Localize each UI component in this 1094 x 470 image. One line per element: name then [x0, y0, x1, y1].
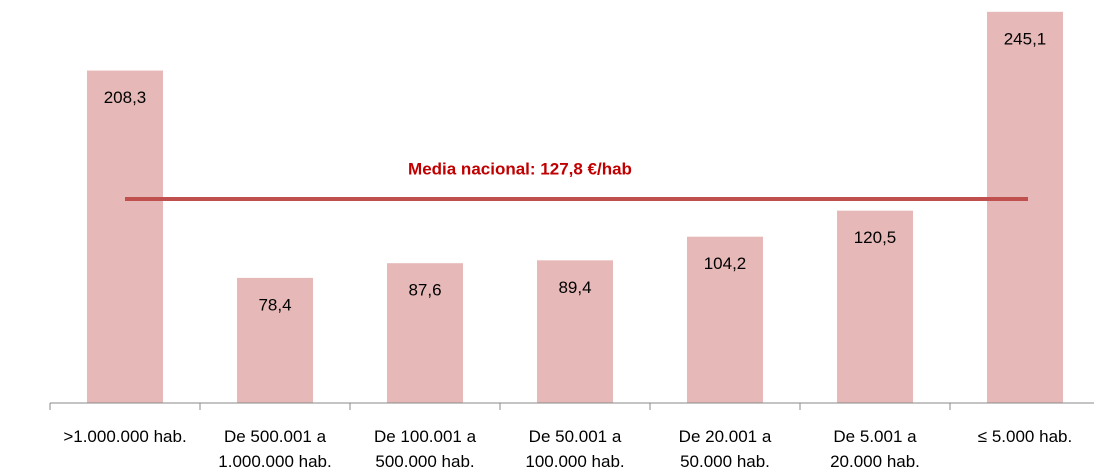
bar [87, 70, 163, 404]
value-label: 208,3 [104, 88, 147, 107]
value-label: 104,2 [704, 254, 747, 273]
x-tick-label: ≤ 5.000 hab. [977, 427, 1073, 446]
bar [837, 210, 913, 403]
value-label: 78,4 [258, 295, 291, 314]
bar [987, 11, 1063, 403]
value-label: 89,4 [558, 278, 591, 297]
x-tick-label: De 5.001 a 20.000 hab. [830, 427, 920, 470]
reference-label: Media nacional: 127,8 €/hab [408, 160, 632, 179]
value-label: 87,6 [408, 281, 441, 300]
bar [237, 277, 313, 403]
bar [537, 260, 613, 403]
x-tick-label: De 20.001 a 50.000 hab. [678, 427, 772, 470]
value-label: 245,1 [1004, 29, 1047, 48]
x-tick-label: De 50.001 a 100.000 hab. [525, 427, 625, 470]
x-tick-label: De 100.001 a 500.000 hab. [373, 427, 477, 470]
value-label: 120,5 [854, 228, 897, 247]
bar [687, 236, 763, 403]
x-tick-label: >1.000.000 hab. [63, 427, 187, 446]
x-tick-label: De 500.001 a 1.000.000 hab. [218, 427, 332, 470]
bar [387, 263, 463, 403]
